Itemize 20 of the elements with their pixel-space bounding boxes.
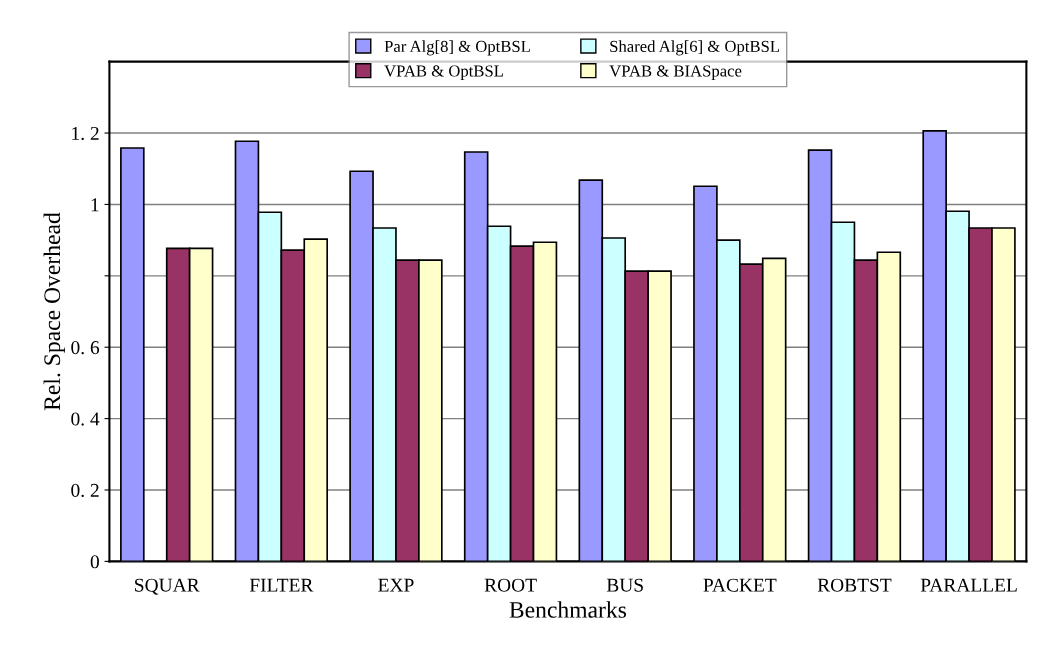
y-axis-title: Rel. Space Overhead — [43, 212, 65, 411]
x-tick-label: ROOT — [484, 578, 537, 592]
x-tick-label: BUS — [606, 578, 643, 592]
legend-label: Shared Alg[6] & OptBSL — [610, 40, 780, 56]
legend-label: VPAB & OptBSL — [384, 65, 503, 80]
x-tick-label: SQUAR — [135, 578, 200, 595]
legend-label: Par Alg[8] & OptBSL — [384, 40, 530, 56]
y-tick-label: 0. 2 — [71, 483, 99, 498]
x-tick-label: PARALLEL — [920, 578, 1017, 592]
y-tick-label: 0. 4 — [71, 412, 100, 426]
x-tick-label: EXP — [378, 578, 414, 592]
x-tick-label: FILTER — [249, 578, 314, 592]
legend-label: VPAB & BIASpace — [609, 65, 742, 80]
x-axis-title: Benchmarks — [509, 601, 627, 618]
y-tick-label: 1 — [91, 198, 99, 212]
y-tick-label: 1. 2 — [72, 126, 99, 141]
y-tick-label: 0 — [90, 555, 99, 569]
x-tick-label: PACKET — [703, 578, 777, 592]
y-tick-label: 0. 6 — [71, 341, 100, 355]
x-tick-label: ROBTST — [817, 578, 892, 592]
